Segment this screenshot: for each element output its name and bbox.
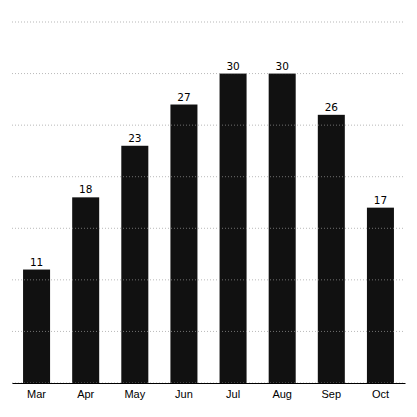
bar (170, 105, 197, 383)
x-tick: Jun (175, 383, 193, 400)
data-label: 26 (325, 101, 339, 113)
x-tick: Aug (272, 383, 292, 400)
bar (220, 74, 247, 383)
x-tick: May (124, 383, 145, 400)
chart-container: Mar Apr May Jun Jul Aug Sep Oct 11 18 23 27 30 30 26 17 (0, 0, 417, 417)
x-tick-label: Oct (372, 388, 389, 400)
x-tick-label: Aug (272, 388, 292, 400)
grid-line (12, 383, 405, 384)
data-label: 23 (128, 132, 141, 144)
data-label: 18 (79, 183, 92, 195)
y-axis (12, 23, 14, 384)
data-label: 27 (177, 91, 190, 103)
x-tick-label: Apr (77, 388, 94, 400)
x-tick: Sep (322, 383, 342, 400)
data-label: 30 (276, 60, 289, 72)
x-tick-label: Jun (175, 388, 193, 400)
bar (72, 197, 99, 383)
x-tick: Mar (27, 383, 46, 400)
x-tick-label: May (124, 388, 145, 400)
plot-area: Mar Apr May Jun Jul Aug Sep Oct 11 18 23 27 30 30 26 17 (12, 22, 406, 400)
grid-line (12, 125, 405, 126)
grid-line (12, 176, 405, 177)
chart-svg: Mar Apr May Jun Jul Aug Sep Oct 11 18 23 27 30 30 26 17 (0, 0, 417, 417)
grid (12, 22, 405, 383)
x-tick-label: Jul (226, 388, 240, 400)
data-label: 11 (30, 256, 43, 268)
bar (23, 270, 50, 383)
grid-line (12, 279, 405, 280)
bar (367, 208, 394, 383)
bar (121, 146, 148, 383)
y-axis-line (12, 23, 13, 384)
data-label: 17 (374, 194, 387, 206)
x-axis: Mar Apr May Jun Jul Aug Sep Oct (13, 383, 406, 400)
data-label: 30 (226, 60, 239, 72)
grid-line (12, 73, 405, 74)
bar (318, 115, 345, 383)
x-tick: Apr (77, 383, 94, 400)
x-tick: Jul (226, 383, 240, 400)
x-tick-label: Mar (27, 388, 46, 400)
grid-line (12, 331, 405, 332)
x-tick: Oct (372, 383, 389, 400)
data-labels: 11 18 23 27 30 30 26 17 (30, 60, 387, 268)
x-axis-line (13, 383, 406, 384)
grid-line (12, 228, 405, 229)
grid-line (12, 22, 405, 23)
x-tick-label: Sep (322, 388, 342, 400)
